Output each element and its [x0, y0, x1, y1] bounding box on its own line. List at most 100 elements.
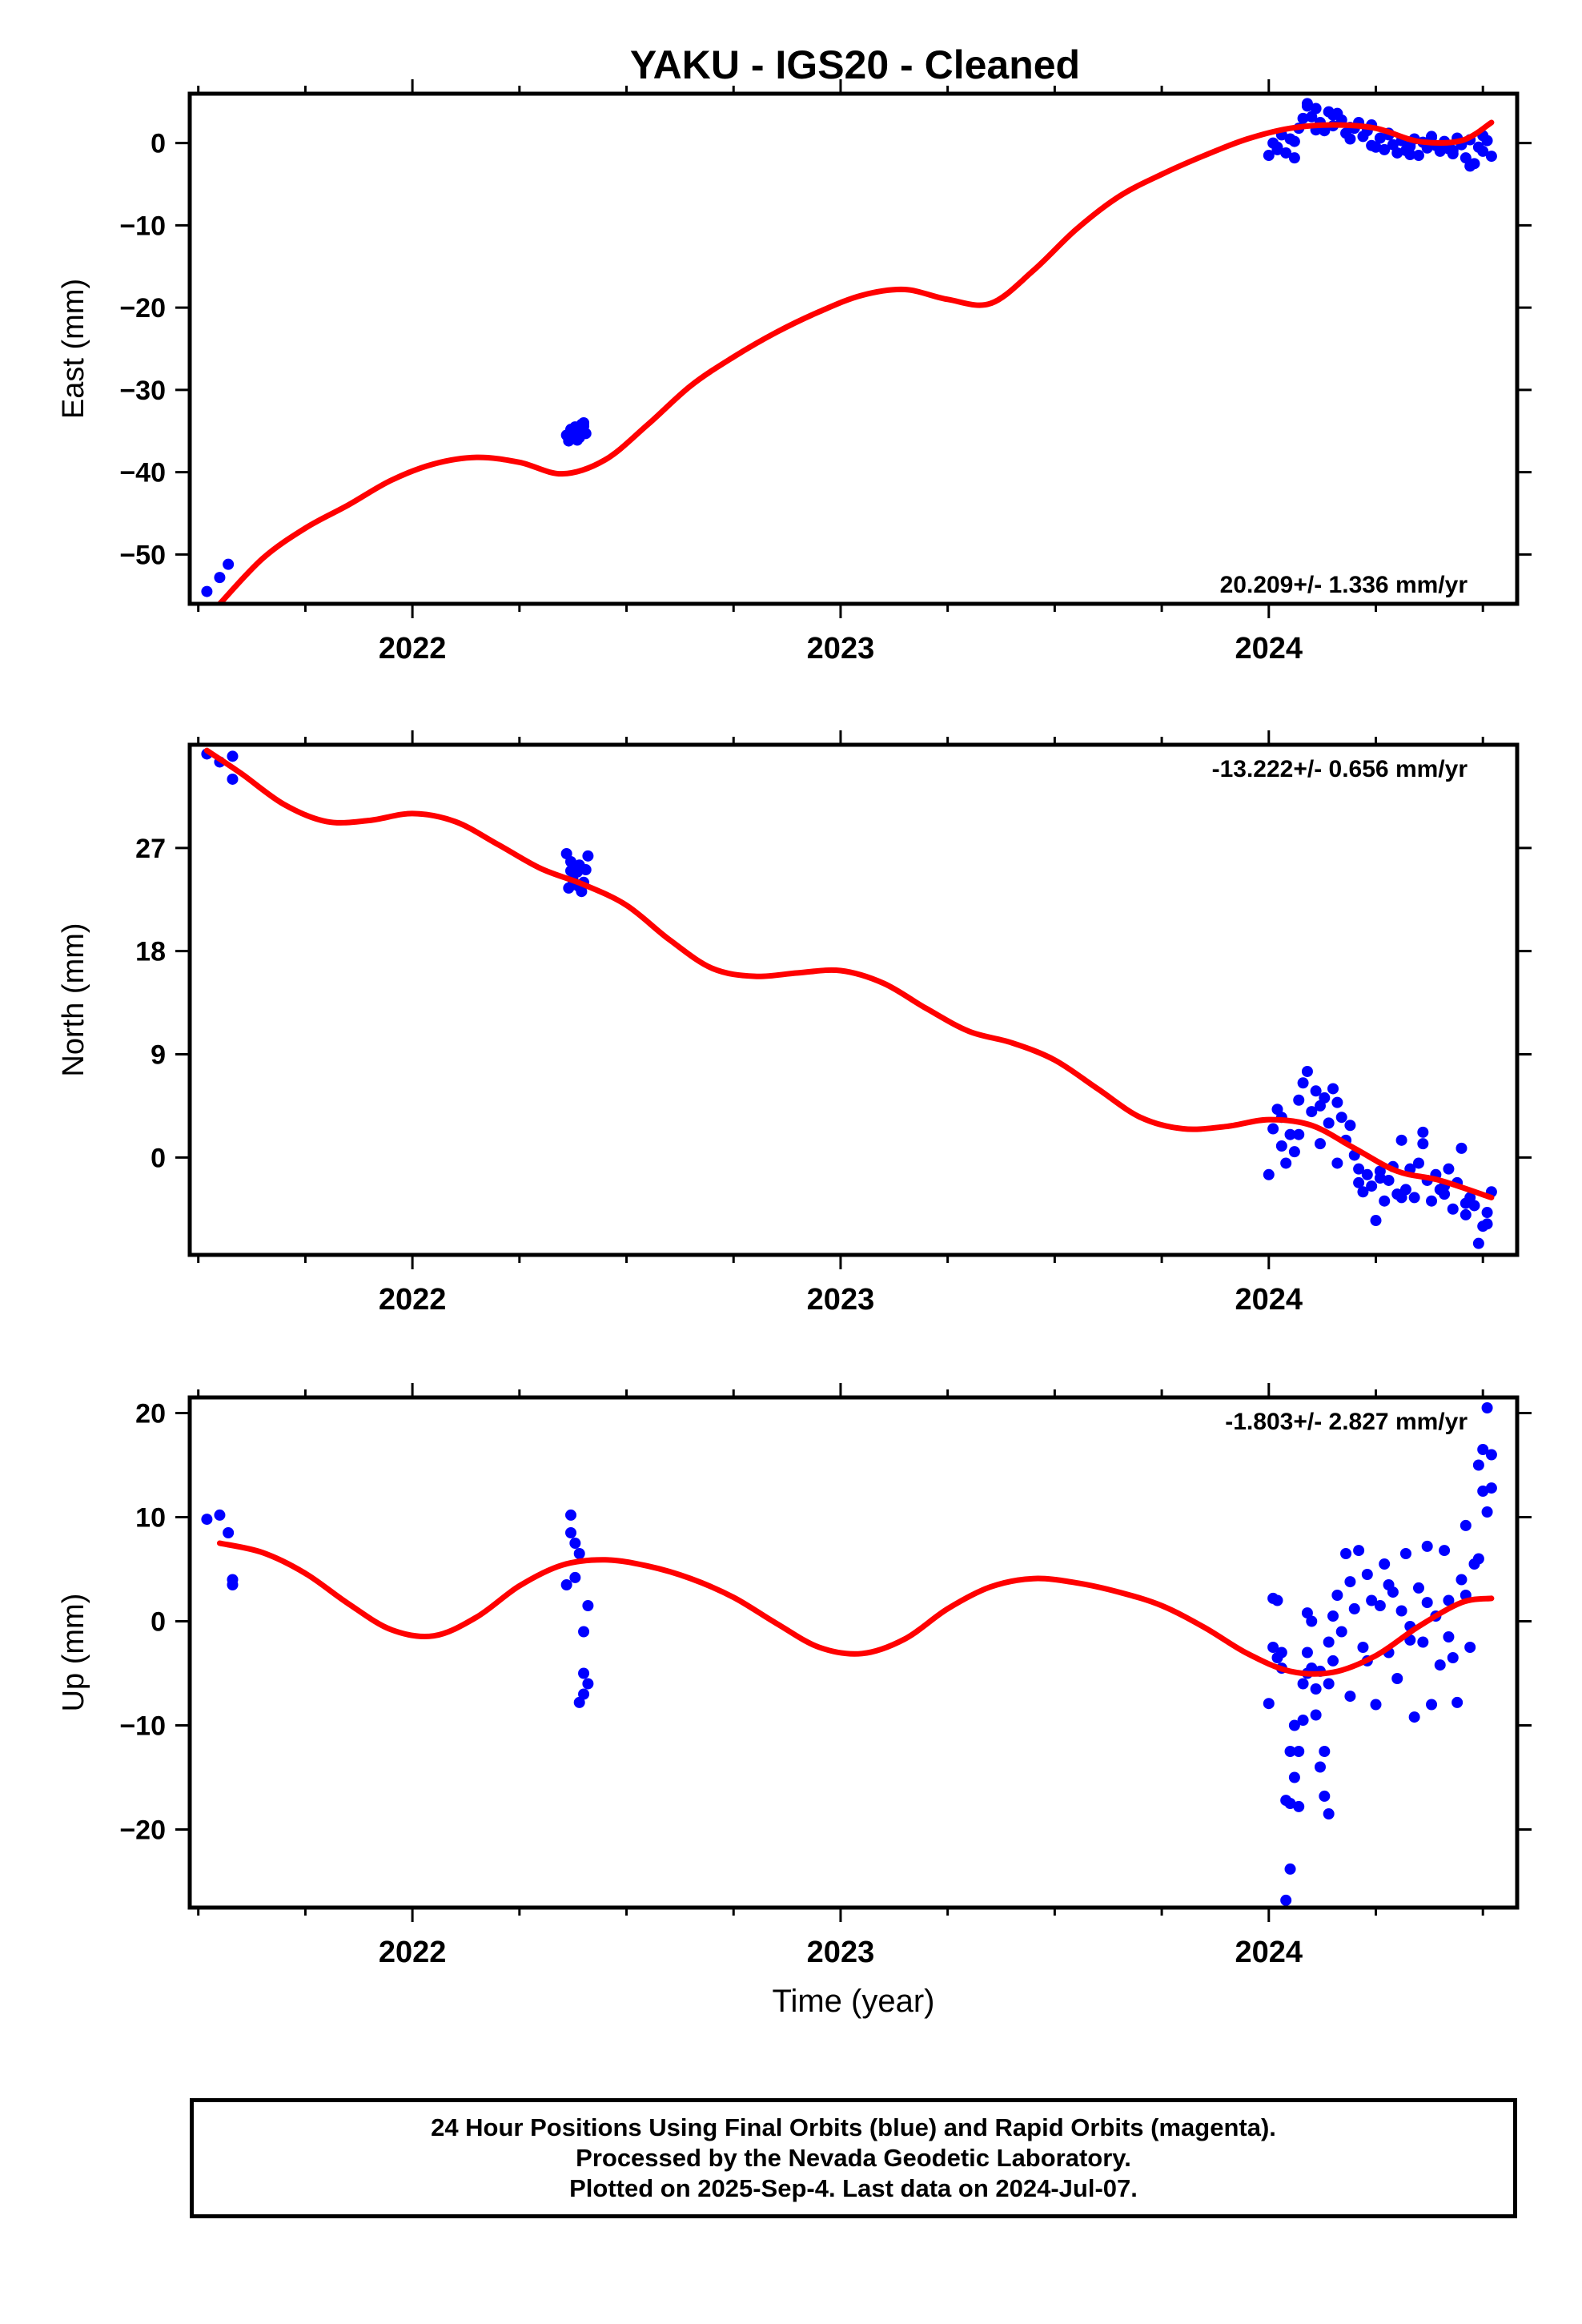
data-point — [1310, 1709, 1322, 1721]
data-point — [1327, 1083, 1339, 1095]
x-ticks — [197, 79, 1484, 618]
data-point — [227, 1579, 239, 1590]
data-point — [1357, 1642, 1369, 1653]
data-point — [1485, 1449, 1497, 1461]
data-point — [1417, 1126, 1429, 1138]
data-point — [1353, 1545, 1365, 1557]
data-point — [1408, 1711, 1420, 1723]
data-point — [1412, 1157, 1424, 1169]
rate-annotation: -13.222+/- 0.656 mm/yr — [1212, 756, 1468, 782]
data-point — [565, 865, 577, 877]
data-point — [1417, 1138, 1429, 1150]
data-point — [1323, 1808, 1335, 1819]
data-point — [1327, 1655, 1339, 1667]
x-tick-label: 2022 — [379, 1283, 447, 1317]
footer-line-3: Plotted on 2025-Sep-4. Last data on 2024… — [569, 2174, 1138, 2202]
data-point — [1439, 1545, 1451, 1557]
model-fit-line — [216, 119, 1495, 604]
data-point — [1327, 109, 1339, 121]
data-point — [1481, 1218, 1493, 1230]
data-point — [1280, 1894, 1292, 1906]
data-point — [1370, 1699, 1382, 1711]
data-point — [580, 864, 592, 876]
data-point — [227, 750, 239, 762]
data-point — [1464, 1642, 1476, 1653]
y-tick-label: 18 — [135, 937, 166, 967]
data-point — [1335, 1626, 1347, 1638]
data-point — [1361, 1168, 1373, 1180]
y-tick-label: −20 — [119, 1815, 166, 1846]
data-point — [1353, 1176, 1365, 1188]
y-axis-label: North (mm) — [57, 923, 90, 1076]
data-point — [1344, 1691, 1356, 1703]
data-point — [569, 1571, 581, 1583]
data-point — [1472, 1237, 1484, 1249]
data-point — [1271, 143, 1283, 155]
data-point — [565, 1527, 577, 1538]
data-point — [1344, 133, 1356, 145]
data-point — [1481, 1506, 1493, 1518]
data-point — [1426, 1195, 1438, 1207]
rate-annotation: -1.803+/- 2.827 mm/yr — [1225, 1409, 1468, 1435]
y-axis-label: East (mm) — [57, 279, 90, 419]
y-axis-label: Up (mm) — [57, 1594, 90, 1712]
data-point — [1353, 1163, 1365, 1175]
footer-note: 24 Hour Positions Using Final Orbits (bl… — [190, 2098, 1517, 2218]
data-point — [1288, 1719, 1300, 1731]
model-fit-line — [216, 1540, 1495, 1677]
data-point — [1387, 139, 1399, 151]
data-point — [1374, 132, 1386, 144]
data-point — [1379, 1195, 1391, 1207]
data-point — [582, 1600, 594, 1611]
plot-frame — [187, 1395, 1520, 1910]
data-point — [1477, 145, 1489, 157]
x-tick-label: 2023 — [807, 1283, 875, 1317]
data-point — [223, 1527, 235, 1538]
x-tick-label: 2024 — [1235, 632, 1303, 665]
data-point — [578, 1667, 590, 1679]
y-ticks — [175, 1412, 1532, 1831]
data-point — [578, 1688, 590, 1700]
data-point — [1293, 1128, 1305, 1140]
data-point — [1335, 1112, 1347, 1124]
data-point — [1417, 1636, 1429, 1648]
data-point — [1280, 147, 1292, 159]
data-point — [1275, 1647, 1287, 1659]
y-tick-label: 20 — [135, 1399, 166, 1429]
data-point — [1456, 1142, 1468, 1154]
data-point — [1301, 1065, 1313, 1077]
data-point — [1361, 1569, 1373, 1580]
data-point — [1443, 1163, 1455, 1175]
plot-area — [201, 1402, 1497, 1906]
data-point — [1374, 1172, 1386, 1184]
data-point — [1293, 1800, 1305, 1812]
data-point — [1472, 1459, 1484, 1471]
data-point — [142, 598, 153, 609]
data-point — [1297, 112, 1309, 124]
data-point — [1297, 1678, 1309, 1690]
data-point — [1314, 1761, 1326, 1773]
data-point — [1452, 1696, 1464, 1708]
data-point — [573, 1548, 585, 1559]
data-point — [1464, 160, 1476, 172]
data-point — [1297, 1715, 1309, 1726]
y-tick-label: −20 — [119, 293, 166, 324]
data-point — [1357, 1186, 1369, 1198]
x-ticks — [197, 730, 1484, 1269]
x-ticks — [197, 1383, 1484, 1922]
data-point — [573, 432, 585, 444]
data-point — [1319, 1746, 1331, 1757]
data-point — [1301, 1607, 1313, 1619]
x-tick-label: 2024 — [1235, 1936, 1303, 1969]
data-point — [1284, 1128, 1296, 1140]
data-point — [1477, 1444, 1489, 1455]
data-point — [1408, 1192, 1420, 1204]
data-point — [1366, 1594, 1378, 1606]
y-tick-label: −30 — [119, 376, 166, 406]
x-tick-label: 2022 — [379, 1936, 447, 1969]
data-point — [1370, 1215, 1382, 1227]
data-point — [1447, 144, 1459, 156]
data-point — [1379, 1558, 1391, 1570]
plot-area — [142, 98, 1497, 609]
